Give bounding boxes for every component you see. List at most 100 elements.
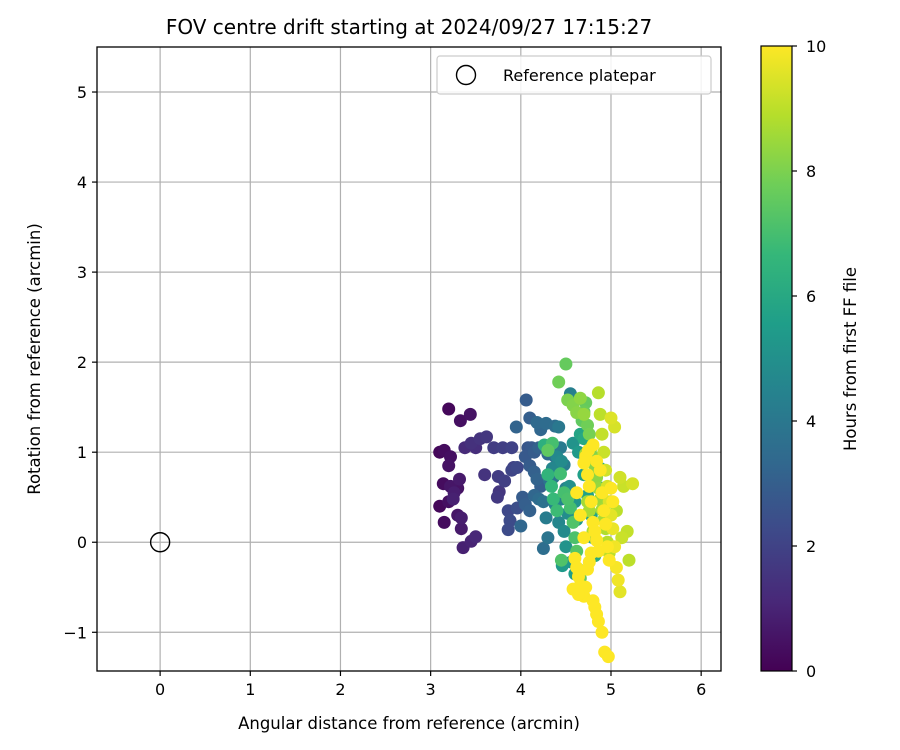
data-point bbox=[469, 530, 483, 544]
data-point bbox=[552, 420, 566, 434]
scatter-points bbox=[433, 357, 640, 664]
data-point bbox=[539, 511, 553, 525]
data-point bbox=[490, 490, 504, 504]
x-tick-label: 5 bbox=[606, 680, 616, 699]
data-point bbox=[591, 386, 605, 400]
colorbar-ticks: 0 2 4 6 8 10 bbox=[792, 37, 826, 681]
data-point bbox=[604, 411, 618, 425]
legend: Reference platepar bbox=[436, 55, 712, 95]
colorbar-tick-label: 8 bbox=[806, 162, 816, 181]
data-point bbox=[541, 531, 555, 545]
data-point bbox=[590, 454, 604, 468]
chart-title: FOV centre drift starting at 2024/09/27 … bbox=[166, 15, 652, 39]
data-point bbox=[572, 588, 585, 601]
data-point bbox=[530, 472, 544, 486]
data-point bbox=[606, 495, 620, 509]
x-tick-label: 6 bbox=[696, 680, 706, 699]
data-point bbox=[593, 407, 607, 421]
data-point bbox=[541, 443, 555, 457]
data-point bbox=[597, 504, 611, 518]
data-point bbox=[595, 427, 609, 441]
data-point bbox=[453, 472, 466, 486]
data-point bbox=[626, 477, 640, 491]
data-point bbox=[613, 470, 627, 484]
y-tick-label: −1 bbox=[63, 623, 87, 642]
data-point bbox=[514, 519, 528, 533]
data-point bbox=[622, 553, 636, 567]
data-point bbox=[536, 495, 550, 509]
y-tick-label: 5 bbox=[77, 83, 87, 102]
legend-label-reference: Reference platepar bbox=[503, 66, 656, 85]
data-point bbox=[597, 445, 611, 459]
data-point bbox=[559, 540, 573, 554]
data-point bbox=[453, 414, 467, 428]
data-point bbox=[536, 542, 550, 555]
data-point bbox=[577, 456, 591, 470]
data-point bbox=[581, 468, 594, 482]
data-point bbox=[602, 553, 616, 567]
y-axis-ticks: −1 0 1 2 3 4 5 bbox=[63, 83, 97, 642]
data-point bbox=[519, 393, 533, 407]
data-point bbox=[554, 553, 568, 567]
data-point bbox=[510, 461, 524, 474]
data-point bbox=[559, 357, 573, 371]
data-point bbox=[582, 479, 596, 493]
x-tick-label: 3 bbox=[426, 680, 436, 699]
data-point bbox=[478, 468, 492, 482]
data-point bbox=[582, 427, 596, 441]
data-point bbox=[523, 504, 537, 518]
data-point bbox=[601, 650, 615, 664]
data-point bbox=[480, 430, 493, 444]
y-tick-label: 3 bbox=[77, 263, 87, 282]
data-point bbox=[550, 504, 564, 518]
data-point bbox=[577, 407, 591, 421]
data-point bbox=[501, 523, 515, 537]
colorbar-tick-label: 0 bbox=[806, 662, 816, 681]
data-point bbox=[498, 474, 512, 488]
data-point bbox=[442, 402, 456, 416]
data-point bbox=[557, 524, 571, 538]
data-point bbox=[584, 495, 598, 509]
data-point bbox=[573, 391, 587, 405]
data-point bbox=[554, 467, 567, 481]
data-point bbox=[541, 468, 555, 482]
data-point bbox=[454, 511, 468, 525]
grid-lines bbox=[97, 47, 721, 671]
data-point bbox=[509, 420, 523, 434]
data-point bbox=[561, 492, 575, 506]
data-point bbox=[600, 540, 614, 554]
data-point bbox=[552, 375, 566, 389]
data-point bbox=[611, 573, 625, 587]
data-point bbox=[590, 533, 604, 547]
data-point bbox=[554, 454, 568, 468]
data-point bbox=[546, 492, 560, 506]
data-point bbox=[505, 441, 519, 455]
x-axis-label: Angular distance from reference (arcmin) bbox=[238, 714, 580, 733]
y-tick-label: 1 bbox=[77, 443, 87, 462]
y-axis-label: Rotation from reference (arcmin) bbox=[25, 223, 44, 495]
colorbar-tick-label: 4 bbox=[806, 412, 816, 431]
colorbar-tick-label: 10 bbox=[806, 37, 826, 56]
plot-frame bbox=[96, 46, 722, 672]
data-point bbox=[577, 531, 591, 545]
reference-marker-group bbox=[149, 532, 171, 553]
data-point bbox=[595, 625, 609, 639]
data-point bbox=[442, 459, 456, 473]
data-point bbox=[437, 515, 451, 529]
data-point bbox=[463, 407, 477, 421]
x-tick-label: 4 bbox=[516, 680, 526, 699]
y-tick-label: 4 bbox=[77, 173, 87, 192]
colorbar-tick-label: 2 bbox=[806, 537, 816, 556]
data-point bbox=[591, 615, 605, 628]
data-point bbox=[496, 441, 510, 455]
data-point bbox=[586, 438, 600, 452]
legend-box bbox=[436, 55, 712, 95]
data-point bbox=[570, 486, 584, 500]
colorbar bbox=[760, 45, 793, 672]
data-point bbox=[446, 492, 460, 506]
y-tick-label: 2 bbox=[77, 353, 87, 372]
reference-platepar-marker bbox=[149, 532, 171, 553]
data-point bbox=[613, 585, 627, 599]
